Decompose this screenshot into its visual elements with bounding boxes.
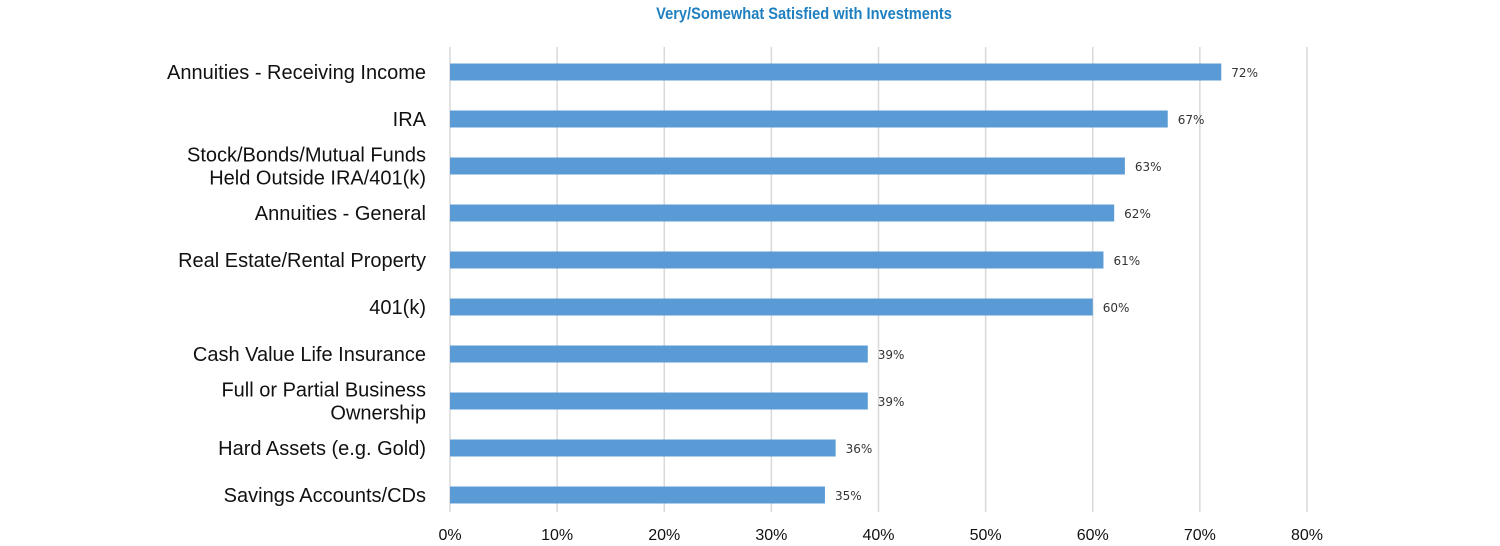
category-label: Annuities - Receiving Income bbox=[167, 62, 426, 84]
category-label: Annuities - General bbox=[255, 203, 426, 225]
x-axis-tick-labels: 0% 10% 20% 30% 40% 50% 60% 70% 80% bbox=[438, 527, 1323, 544]
x-tick-label: 0% bbox=[438, 527, 461, 544]
data-label: 67% bbox=[1178, 113, 1205, 127]
bar bbox=[450, 204, 1115, 222]
bar bbox=[450, 157, 1125, 175]
category-label: Cash Value Life Insurance bbox=[193, 344, 426, 366]
x-tick-label: 20% bbox=[648, 527, 680, 544]
x-tick-label: 40% bbox=[862, 527, 894, 544]
data-label: 35% bbox=[835, 489, 862, 503]
data-label: 60% bbox=[1103, 301, 1130, 315]
category-label: 401(k) bbox=[369, 297, 426, 319]
category-label: Full or Partial Business Ownership bbox=[221, 380, 426, 425]
data-labels: 72% 67% 63% 62% 61% 60% 39% 39% 36% 35% bbox=[835, 66, 1258, 503]
bar bbox=[450, 298, 1093, 316]
x-tick-label: 50% bbox=[970, 527, 1002, 544]
x-tick-label: 60% bbox=[1077, 527, 1109, 544]
bar bbox=[450, 63, 1222, 81]
bar bbox=[450, 392, 868, 410]
x-tick-label: 80% bbox=[1291, 527, 1323, 544]
x-tick-label: 70% bbox=[1184, 527, 1216, 544]
data-label: 39% bbox=[878, 395, 905, 409]
data-label: 36% bbox=[846, 442, 873, 456]
data-label: 72% bbox=[1231, 66, 1258, 80]
x-tick-label: 30% bbox=[755, 527, 787, 544]
bar bbox=[450, 110, 1168, 128]
bar bbox=[450, 345, 868, 363]
x-tick-label: 10% bbox=[541, 527, 573, 544]
category-label: Savings Accounts/CDs bbox=[224, 485, 426, 507]
category-labels: Annuities - Receiving Income IRA Stock/Bon… bbox=[167, 62, 427, 507]
gridlines bbox=[449, 47, 1308, 512]
data-label: 62% bbox=[1124, 207, 1151, 221]
bar bbox=[450, 251, 1104, 269]
bars bbox=[450, 63, 1222, 504]
category-label: Stock/Bonds/Mutual Funds Held Outside IRA… bbox=[187, 145, 426, 190]
data-label: 39% bbox=[878, 348, 905, 362]
bar bbox=[450, 486, 825, 504]
category-label: IRA bbox=[393, 109, 427, 131]
data-label: 63% bbox=[1135, 160, 1162, 174]
bar bbox=[450, 439, 836, 457]
category-label: Real Estate/Rental Property bbox=[178, 250, 426, 272]
chart-title: Very/Somewhat Satisfied with Investments bbox=[656, 4, 952, 23]
category-label: Hard Assets (e.g. Gold) bbox=[218, 438, 426, 460]
data-label: 61% bbox=[1113, 254, 1140, 268]
